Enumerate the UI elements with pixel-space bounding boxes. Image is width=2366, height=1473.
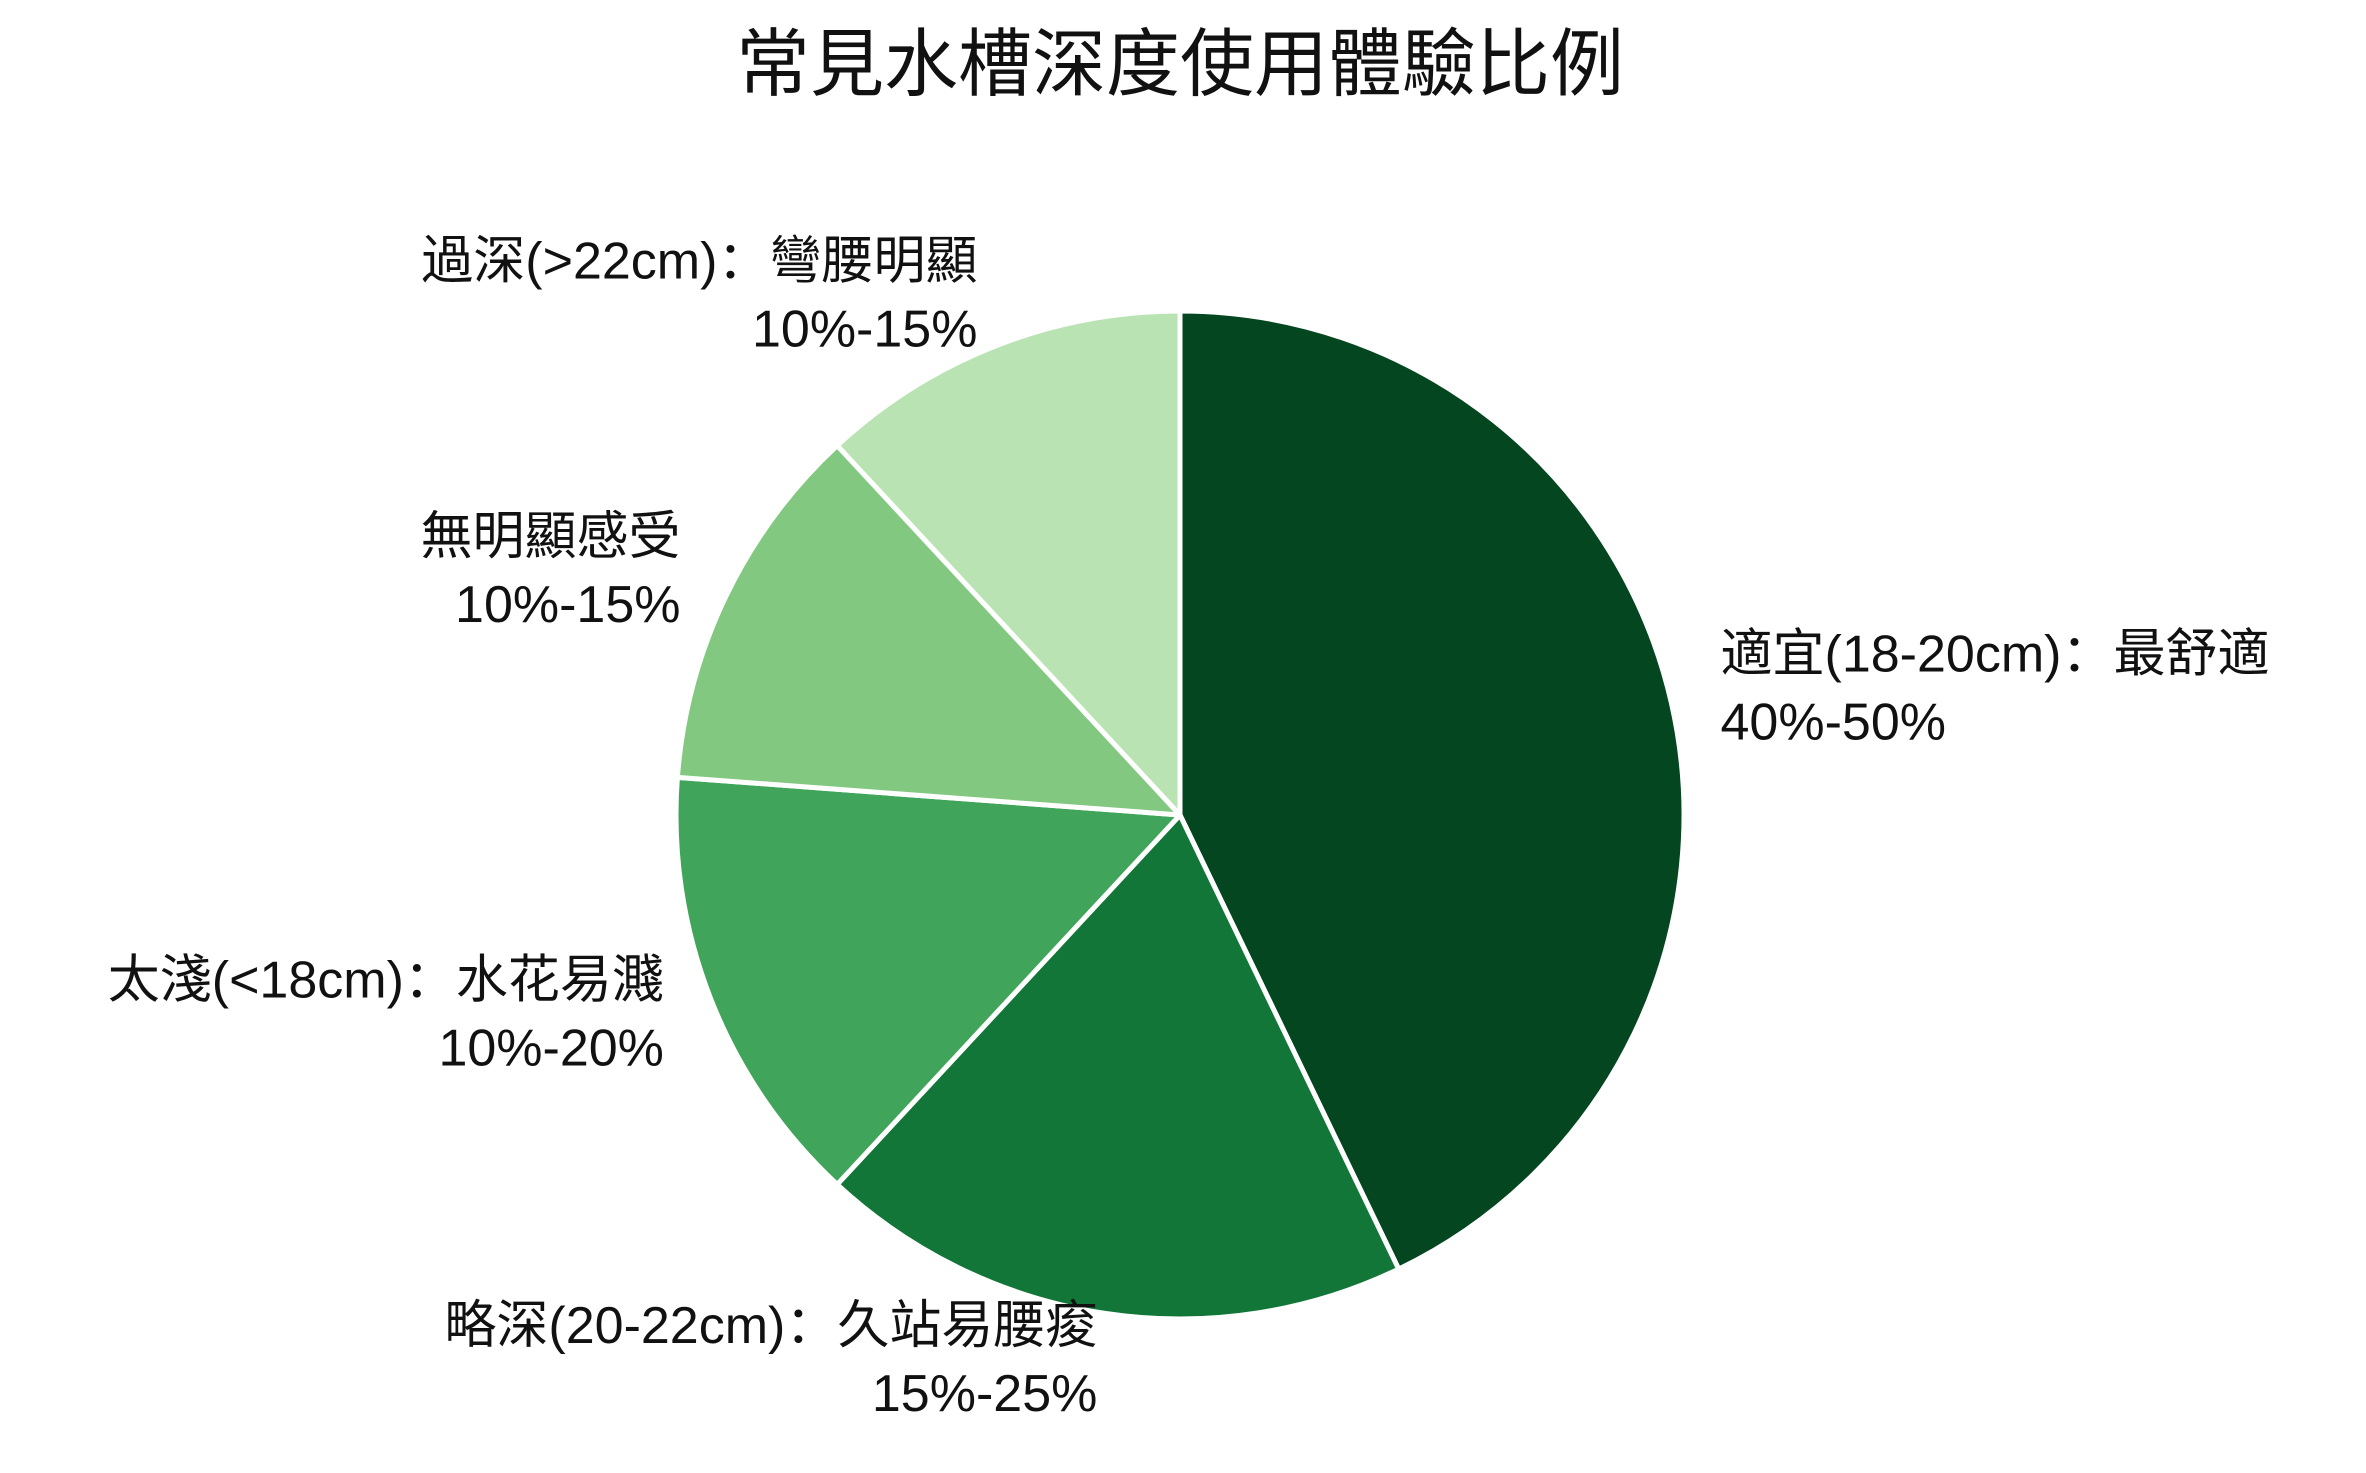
slice-label: 略深(20-22cm)：久站易腰痠 bbox=[444, 1297, 1097, 1355]
pie-slice bbox=[1177, 308, 1687, 1272]
value-label: 40%-50% bbox=[1721, 693, 1946, 751]
pie-slice bbox=[673, 774, 1183, 1187]
chart-title: 常見水槽深度使用體驗比例 bbox=[736, 23, 1624, 106]
value-label: 10%-20% bbox=[438, 1019, 663, 1077]
pie-slice bbox=[834, 308, 1183, 818]
slice-label: 太淺(<18cm)：水花易濺 bbox=[108, 951, 664, 1009]
value-label: 10%-15% bbox=[455, 576, 680, 634]
slice-label: 無明顯感受 bbox=[420, 508, 680, 566]
value-label: 15%-25% bbox=[872, 1365, 1097, 1423]
pie-slice bbox=[674, 443, 1183, 818]
slice-label: 過深(>22cm)：彎腰明顯 bbox=[421, 233, 977, 291]
value-label: 10%-15% bbox=[752, 301, 977, 359]
pie-slice bbox=[834, 812, 1402, 1322]
slice-label: 適宜(18-20cm)：最舒適 bbox=[1721, 625, 2270, 683]
